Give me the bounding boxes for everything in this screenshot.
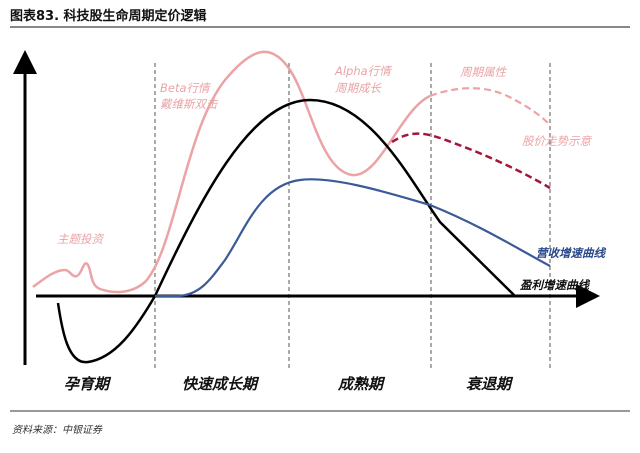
annotation-beta: Beta行情: [160, 81, 210, 95]
revenue-growth-curve: [155, 178, 551, 298]
annotation-cyclical-growth: 周期成长: [335, 81, 381, 95]
phase-decline: 衰退期: [466, 375, 512, 393]
label-revenue-curve: 营收增速曲线: [536, 246, 605, 260]
figure-title: 图表83. 科技股生命周期定价逻辑: [10, 9, 207, 24]
annotation-alpha: Alpha行情: [335, 64, 391, 78]
label-profit-curve: 盈利增速曲线: [520, 278, 589, 292]
price-curve-cyclical: [429, 87, 551, 126]
price-curve-alt: [391, 132, 551, 190]
phase-rapid-growth: 快速成长期: [182, 375, 258, 393]
profit-growth-curve: [56, 98, 516, 364]
source-note: 资料来源：中银证券: [12, 425, 102, 436]
title-divider: [10, 26, 630, 28]
annotation-cyclical: 周期属性: [460, 65, 506, 79]
phase-maturity: 成熟期: [338, 375, 384, 393]
price-curve: [32, 50, 431, 294]
source-divider: [10, 410, 630, 412]
annotation-price-trend: 股价走势示意: [522, 134, 591, 148]
annotation-theme: 主题投资: [57, 232, 103, 246]
annotation-davis: 戴维斯双击: [160, 97, 218, 111]
phase-incubation: 孕育期: [64, 375, 110, 393]
